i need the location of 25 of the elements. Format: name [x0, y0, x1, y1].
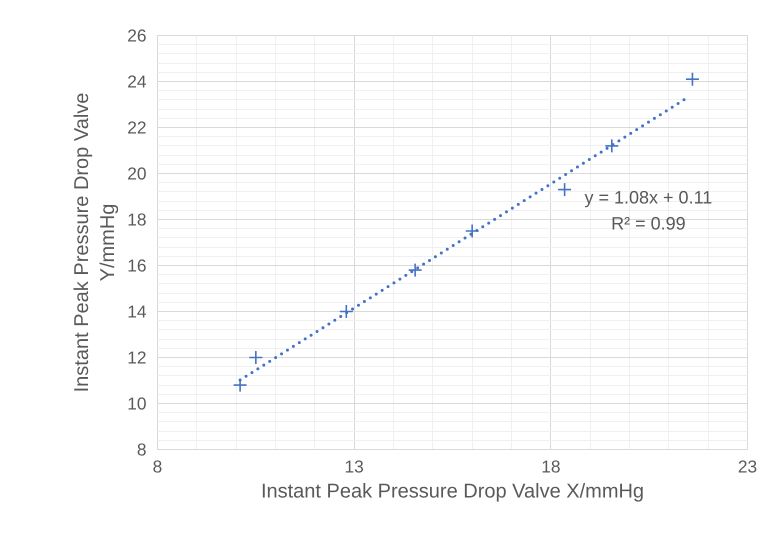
y-tick-label: 18	[127, 210, 147, 230]
y-tick-label: 14	[127, 302, 147, 322]
point	[464, 224, 480, 238]
point	[557, 182, 572, 197]
x-tick-label: 13	[344, 456, 364, 476]
point	[408, 262, 422, 278]
x-tick-label: 23	[738, 456, 758, 476]
x-tick-label: 8	[152, 456, 162, 476]
point	[248, 350, 264, 365]
y-tick-label: 24	[127, 72, 147, 92]
x-axis-title: Instant Peak Pressure Drop Valve X/mmHg	[260, 480, 644, 502]
x-tick-label: 18	[541, 456, 560, 476]
point	[339, 304, 354, 319]
annotation: R² = 0.99	[611, 214, 686, 234]
y-tick-label: 20	[127, 164, 147, 184]
point	[685, 72, 700, 86]
y-tick-label: 22	[127, 118, 147, 138]
point	[604, 138, 620, 154]
y-tick-label: 16	[127, 256, 147, 276]
y-tick-label: 8	[136, 440, 147, 460]
y-tick-label: 26	[127, 26, 147, 46]
y-axis-title: Instant Peak Pressure Drop Valve Y/mmHg	[70, 92, 120, 392]
annotation: y = 1.08x + 0.11	[584, 188, 712, 208]
y-tick-label: 12	[127, 348, 147, 368]
y-tick-label: 10	[127, 394, 147, 414]
